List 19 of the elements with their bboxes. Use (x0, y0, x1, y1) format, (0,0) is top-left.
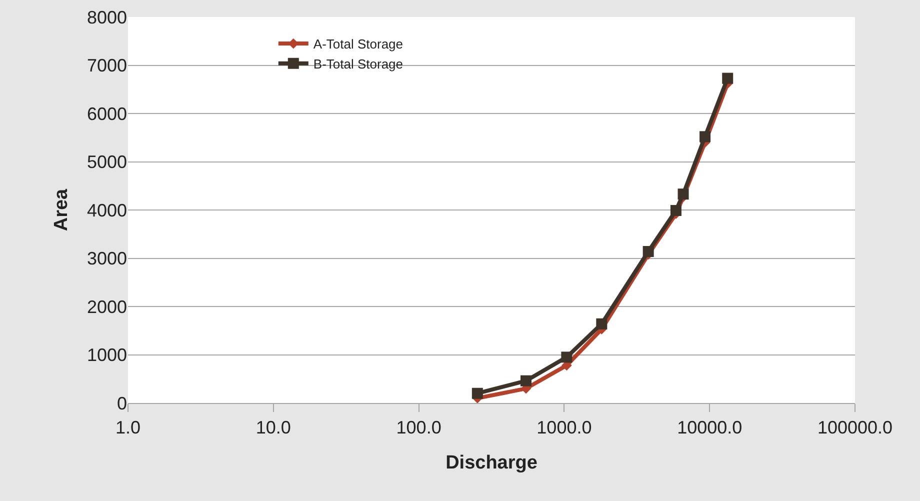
y-tick-label: 1000 (86, 345, 127, 366)
legend-label: A-Total Storage (313, 36, 404, 52)
y-tick-label: 4000 (86, 200, 127, 220)
y-tick-label: 2000 (86, 296, 127, 317)
y-tick-label: 3000 (86, 248, 127, 269)
x-tick-label: 10000.0 (677, 418, 742, 438)
legend-label: B-Total Storage (313, 56, 404, 72)
y-axis-title: Area (50, 188, 72, 232)
y-tick-label: 5000 (86, 152, 127, 172)
x-tick-label: 100.0 (396, 418, 442, 438)
y-tick-label: 0 (116, 393, 127, 414)
x-axis-title: Discharge (446, 452, 538, 474)
x-tick-label: 1.0 (115, 418, 141, 438)
y-tick-label: 8000 (86, 7, 127, 28)
y-tick-label: 6000 (86, 104, 127, 124)
x-tick-label: 10.0 (256, 418, 291, 438)
x-tick-label: 1000.0 (536, 418, 592, 438)
x-tick-label: 100000.0 (817, 418, 893, 438)
y-tick-label: 7000 (86, 56, 127, 76)
